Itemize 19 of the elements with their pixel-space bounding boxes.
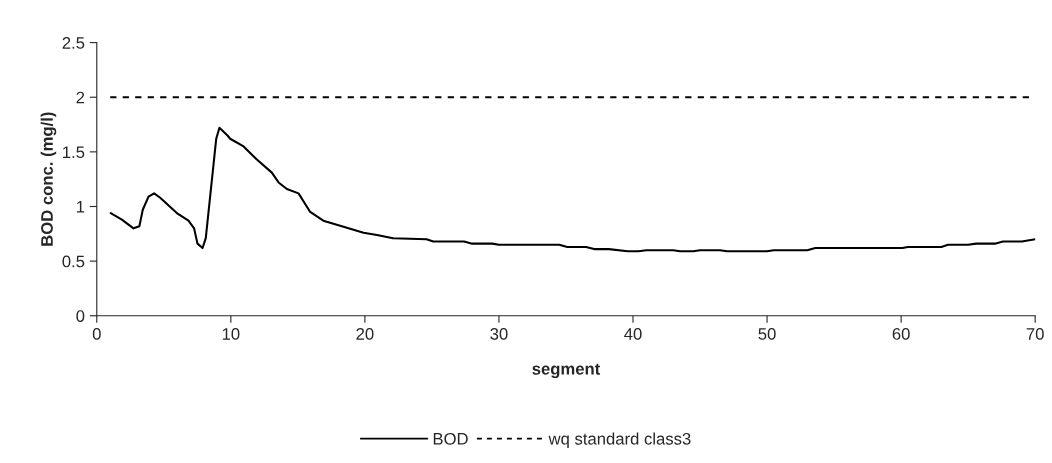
line-series (109, 126, 1036, 253)
y-tick-label: 1 (76, 201, 85, 213)
x-tick-label: 0 (92, 328, 101, 340)
y-tick-label: 2.5 (62, 37, 85, 49)
legend-label: BOD (433, 432, 468, 445)
y-axis-title: BOD conc. (mg/l) (40, 112, 57, 246)
x-tick-label: 50 (758, 328, 776, 340)
x-tick-label: 40 (624, 328, 642, 340)
x-tick-label: 70 (1026, 328, 1044, 340)
x-tick-label: 10 (222, 328, 240, 340)
x-tick-label: 20 (356, 328, 374, 340)
x-tick-label: 30 (490, 328, 508, 340)
y-tick-label: 1.5 (63, 146, 85, 159)
x-axis-title: segment (532, 363, 601, 379)
x-tick-label: 60 (892, 328, 910, 340)
y-tick-label: 2 (76, 91, 85, 104)
y-tick-label: 0 (76, 310, 85, 322)
y-tick-label: 0.5 (62, 255, 85, 268)
legend-label: wq standard class3 (548, 432, 691, 448)
